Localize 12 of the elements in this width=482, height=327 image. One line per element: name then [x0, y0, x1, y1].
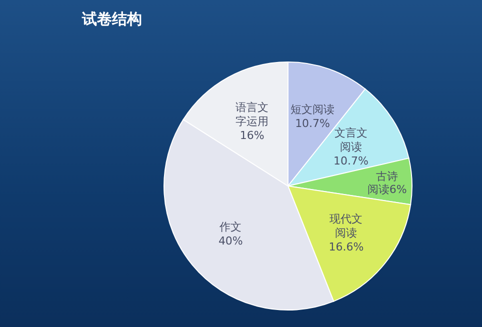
slice-label: 语言文字运用: [236, 100, 269, 128]
slice-label: 现代文阅读: [330, 212, 363, 239]
data-label: 40%: [218, 234, 243, 247]
data-label: 10.7%: [333, 154, 368, 167]
slice-label: 作文: [218, 220, 242, 233]
chart-title: 试卷结构: [82, 10, 142, 29]
slice-label: 文言文阅读: [334, 126, 368, 153]
slice-label: 短文阅读: [290, 102, 335, 116]
data-label: 16%: [240, 128, 264, 142]
slice-label: 古诗阅读6%: [367, 169, 407, 196]
data-label: 10.7%: [295, 116, 330, 130]
data-label: 16.6%: [328, 240, 364, 253]
